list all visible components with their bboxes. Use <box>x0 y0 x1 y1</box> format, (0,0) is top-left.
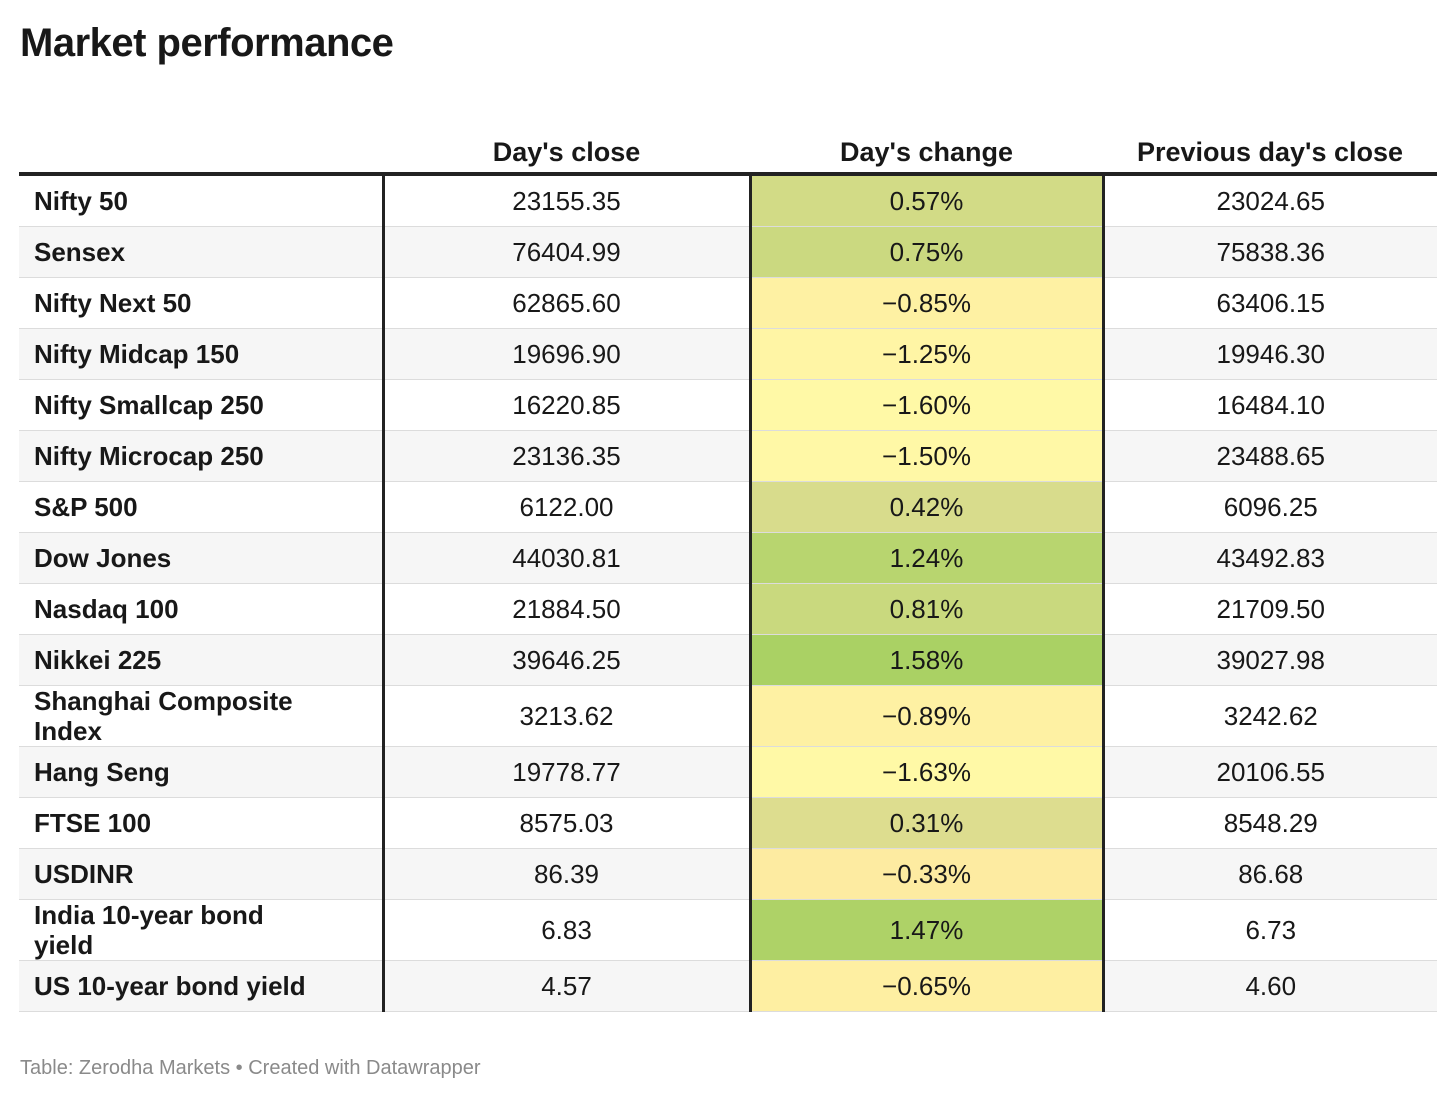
table-row: Nikkei 225 39646.25 1.58% 39027.98 <box>19 634 1437 686</box>
row-days-change: −1.63% <box>750 746 1105 798</box>
row-days-close: 23155.35 <box>383 174 752 227</box>
row-days-change: 0.31% <box>750 797 1105 849</box>
row-days-change: 0.57% <box>750 174 1105 227</box>
row-name: Nifty Midcap 150 <box>19 328 385 380</box>
row-name: Hang Seng <box>19 746 385 798</box>
row-days-close: 19696.90 <box>383 328 752 380</box>
row-previous-close: 21709.50 <box>1103 583 1437 635</box>
row-previous-close: 6096.25 <box>1103 481 1437 533</box>
table-row: Nifty Microcap 250 23136.35 −1.50% 23488.65 <box>19 430 1437 482</box>
table-row: Shanghai Composite Index 3213.62 −0.89% 324… <box>19 685 1437 747</box>
row-days-close: 21884.50 <box>383 583 752 635</box>
row-days-close: 6.83 <box>383 899 752 961</box>
row-days-close: 6122.00 <box>383 481 752 533</box>
table-row: Sensex 76404.99 0.75% 75838.36 <box>19 226 1437 278</box>
source-note: Table: Zerodha Markets • Created with Da… <box>20 1057 481 1079</box>
table-row: Nasdaq 100 21884.50 0.81% 21709.50 <box>19 583 1437 635</box>
row-days-close: 4.57 <box>383 960 752 1012</box>
row-previous-close: 75838.36 <box>1103 226 1437 278</box>
row-name: FTSE 100 <box>19 797 385 849</box>
table-row: Nifty Midcap 150 19696.90 −1.25% 19946.30 <box>19 328 1437 380</box>
row-days-change: −0.33% <box>750 848 1105 900</box>
row-previous-close: 3242.62 <box>1103 685 1437 747</box>
row-days-change: 0.75% <box>750 226 1105 278</box>
header-days-change[interactable]: Day's change <box>750 110 1103 176</box>
row-previous-close: 16484.10 <box>1103 379 1437 431</box>
row-days-close: 76404.99 <box>383 226 752 278</box>
market-table: Day's close Day's change Previous day's … <box>19 110 1437 1012</box>
table-body: Nifty 50 23155.35 0.57% 23024.65 Sensex 76404… <box>19 174 1437 1012</box>
row-previous-close: 23488.65 <box>1103 430 1437 482</box>
row-days-close: 62865.60 <box>383 277 752 329</box>
row-previous-close: 23024.65 <box>1103 174 1437 227</box>
row-name: US 10-year bond yield <box>19 960 385 1012</box>
row-previous-close: 20106.55 <box>1103 746 1437 798</box>
row-days-close: 44030.81 <box>383 532 752 584</box>
table-row: Nifty Smallcap 250 16220.85 −1.60% 16484.10 <box>19 379 1437 431</box>
row-previous-close: 4.60 <box>1103 960 1437 1012</box>
row-name: S&P 500 <box>19 481 385 533</box>
table-row: Dow Jones 44030.81 1.24% 43492.83 <box>19 532 1437 584</box>
row-name: Shanghai Composite Index <box>19 685 385 747</box>
row-name: Nifty 50 <box>19 174 385 227</box>
row-days-change: 1.24% <box>750 532 1105 584</box>
row-days-close: 86.39 <box>383 848 752 900</box>
header-previous-close[interactable]: Previous day's close <box>1103 110 1437 176</box>
row-name: Sensex <box>19 226 385 278</box>
table-row: India 10-year bond yield 6.83 1.47% 6.73 <box>19 899 1437 961</box>
header-row: Day's close Day's change Previous day's … <box>19 110 1437 176</box>
row-name: India 10-year bond yield <box>19 899 385 961</box>
header-name[interactable] <box>19 110 383 176</box>
row-name: Nikkei 225 <box>19 634 385 686</box>
row-days-close: 39646.25 <box>383 634 752 686</box>
row-days-change: −0.89% <box>750 685 1105 747</box>
row-previous-close: 19946.30 <box>1103 328 1437 380</box>
row-days-change: 1.47% <box>750 899 1105 961</box>
row-days-change: −1.50% <box>750 430 1105 482</box>
row-name: Nasdaq 100 <box>19 583 385 635</box>
table-row: S&P 500 6122.00 0.42% 6096.25 <box>19 481 1437 533</box>
table-row: Nifty Next 50 62865.60 −0.85% 63406.15 <box>19 277 1437 329</box>
row-previous-close: 8548.29 <box>1103 797 1437 849</box>
table-row: FTSE 100 8575.03 0.31% 8548.29 <box>19 797 1437 849</box>
row-previous-close: 86.68 <box>1103 848 1437 900</box>
row-name: Nifty Smallcap 250 <box>19 379 385 431</box>
row-days-close: 8575.03 <box>383 797 752 849</box>
table-row: US 10-year bond yield 4.57 −0.65% 4.60 <box>19 960 1437 1012</box>
row-previous-close: 6.73 <box>1103 899 1437 961</box>
row-name: USDINR <box>19 848 385 900</box>
row-days-close: 16220.85 <box>383 379 752 431</box>
row-days-change: 0.42% <box>750 481 1105 533</box>
row-name: Nifty Microcap 250 <box>19 430 385 482</box>
row-previous-close: 39027.98 <box>1103 634 1437 686</box>
row-days-change: −0.85% <box>750 277 1105 329</box>
page-title: Market performance <box>20 21 394 65</box>
row-days-change: 1.58% <box>750 634 1105 686</box>
table-row: Hang Seng 19778.77 −1.63% 20106.55 <box>19 746 1437 798</box>
row-days-close: 23136.35 <box>383 430 752 482</box>
row-days-close: 3213.62 <box>383 685 752 747</box>
table-row: Nifty 50 23155.35 0.57% 23024.65 <box>19 174 1437 227</box>
row-previous-close: 43492.83 <box>1103 532 1437 584</box>
header-days-close[interactable]: Day's close <box>383 110 750 176</box>
row-days-change: 0.81% <box>750 583 1105 635</box>
table-row: USDINR 86.39 −0.33% 86.68 <box>19 848 1437 900</box>
row-days-change: −1.25% <box>750 328 1105 380</box>
row-name: Nifty Next 50 <box>19 277 385 329</box>
row-name: Dow Jones <box>19 532 385 584</box>
row-days-change: −0.65% <box>750 960 1105 1012</box>
row-days-change: −1.60% <box>750 379 1105 431</box>
row-previous-close: 63406.15 <box>1103 277 1437 329</box>
row-days-close: 19778.77 <box>383 746 752 798</box>
